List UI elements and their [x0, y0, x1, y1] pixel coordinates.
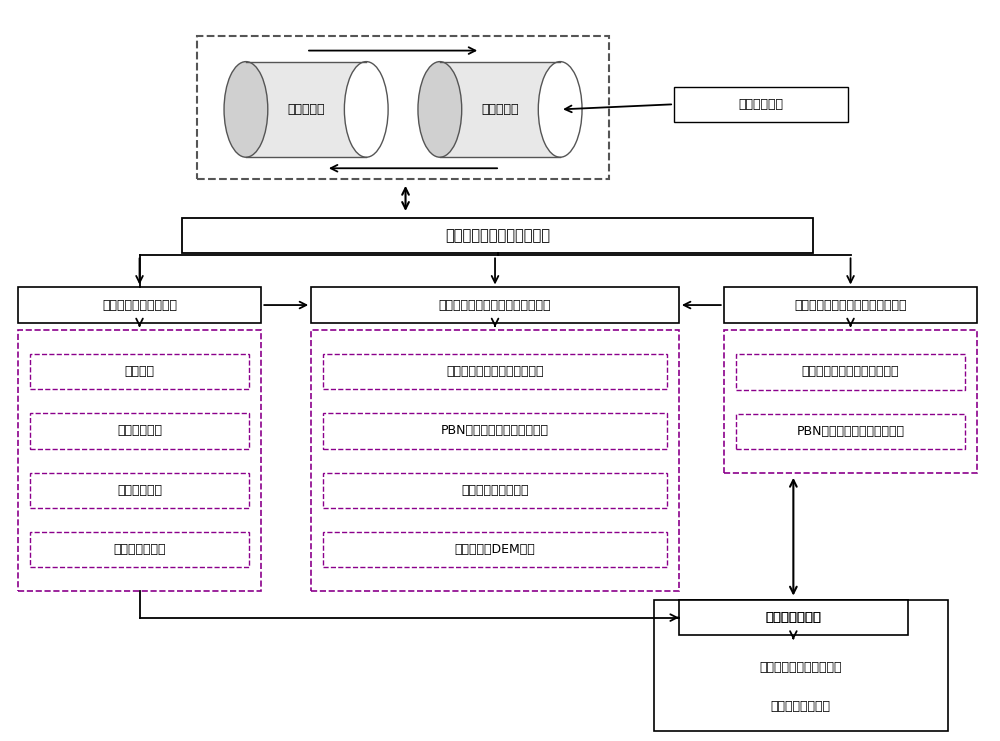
Bar — [674, 87, 848, 122]
Text: 传统仪表飞行程序二维保护区: 传统仪表飞行程序二维保护区 — [802, 365, 899, 379]
Bar — [654, 600, 948, 731]
Bar — [736, 414, 965, 449]
Ellipse shape — [418, 62, 462, 157]
Text: 障碍物自动评估: 障碍物自动评估 — [765, 611, 821, 624]
Bar — [311, 330, 679, 591]
Text: 障碍物自动评估: 障碍物自动评估 — [765, 611, 821, 624]
Ellipse shape — [538, 62, 582, 157]
Bar — [679, 600, 908, 635]
Text: 跑道生成: 跑道生成 — [125, 365, 155, 378]
Bar — [724, 330, 977, 473]
Text: 坐标系自定义: 坐标系自定义 — [739, 98, 784, 110]
Bar — [679, 600, 908, 635]
Bar — [323, 532, 667, 567]
Bar — [30, 413, 249, 448]
Text: PBN仪表飞行程序三维保护区: PBN仪表飞行程序三维保护区 — [441, 425, 549, 437]
Text: 导航设施三维遮蔽面: 导航设施三维遮蔽面 — [461, 484, 529, 496]
Text: 飞行程序保护区二维自动生成模块: 飞行程序保护区二维自动生成模块 — [794, 299, 907, 311]
Bar — [30, 354, 249, 389]
Text: 空间数据库: 空间数据库 — [481, 103, 519, 116]
Bar — [246, 62, 366, 157]
Bar — [182, 218, 813, 253]
Bar — [18, 330, 261, 591]
Bar — [440, 62, 560, 157]
Text: 地形数据导入: 地形数据导入 — [117, 484, 162, 496]
Ellipse shape — [344, 62, 388, 157]
Bar — [672, 688, 930, 724]
Text: 高精度海量DEM数据: 高精度海量DEM数据 — [455, 543, 535, 556]
Text: 导航设施遮蔽评估: 导航设施遮蔽评估 — [771, 700, 831, 713]
Bar — [323, 354, 667, 389]
Text: 障碍物信息管理: 障碍物信息管理 — [113, 543, 166, 556]
Text: 仪表飞行程序保护区评估: 仪表飞行程序保护区评估 — [760, 661, 842, 674]
Text: 关系数据库: 关系数据库 — [287, 103, 325, 116]
Text: 传统仪表飞行程序三维保护区: 传统仪表飞行程序三维保护区 — [446, 365, 544, 378]
Text: 仪表飞行程序三维设计系统: 仪表飞行程序三维设计系统 — [445, 227, 550, 243]
Ellipse shape — [224, 62, 268, 157]
Text: 导航设施管理: 导航设施管理 — [117, 425, 162, 437]
Bar — [323, 473, 667, 508]
Text: 飞行程序保护区三维自动呈现模块: 飞行程序保护区三维自动呈现模块 — [439, 299, 551, 311]
Bar — [323, 413, 667, 448]
Bar — [659, 646, 943, 727]
Bar — [18, 288, 261, 322]
Text: PBN仪表飞行程序二维保护区: PBN仪表飞行程序二维保护区 — [797, 425, 905, 438]
Bar — [197, 36, 609, 179]
Bar — [311, 288, 679, 322]
Bar — [724, 288, 977, 322]
Bar — [736, 354, 965, 390]
Text: 系统基础数据管理模块: 系统基础数据管理模块 — [102, 299, 177, 311]
Bar — [30, 473, 249, 508]
Bar — [672, 650, 930, 685]
Bar — [30, 532, 249, 567]
